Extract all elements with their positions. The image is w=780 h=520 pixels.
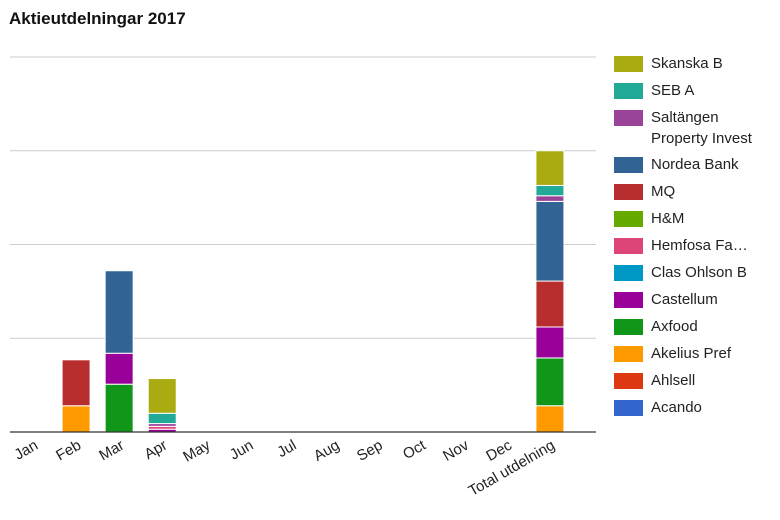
legend-item[interactable]: H&M — [614, 210, 773, 229]
legend-label: Axfood — [651, 318, 698, 335]
legend-label: Hemfosa Fa… — [651, 237, 748, 254]
chart-title: Aktieutdelningar 2017 — [9, 9, 186, 28]
bar-segment[interactable] — [535, 405, 565, 433]
bar-segment[interactable] — [535, 200, 565, 282]
bar-segment[interactable] — [535, 280, 565, 328]
x-tick-label: Sep — [354, 437, 386, 465]
legend-label: Saltängen Property Invest — [651, 109, 752, 147]
legend-item[interactable]: Skanska B — [614, 55, 773, 74]
legend-label: Acando — [651, 399, 702, 416]
legend-label: Clas Ohlson B — [651, 264, 747, 281]
legend-item[interactable]: Saltängen Property Invest — [614, 109, 773, 149]
legend-label: Akelius Pref — [651, 345, 732, 362]
bar-segment[interactable] — [147, 378, 177, 414]
legend-label: H&M — [651, 210, 685, 227]
legend-label: SEB A — [651, 82, 695, 99]
x-tick-labels: Jan Feb Mar Apr May Jun Jul Aug Sep Oct Nov DecTota… — [12, 436, 558, 500]
legend-item[interactable]: Hemfosa Fa… — [614, 237, 773, 256]
x-tick-label: Mar — [96, 437, 127, 465]
bar-segment[interactable] — [535, 184, 565, 197]
legend-item[interactable]: MQ — [614, 183, 773, 202]
legend-item[interactable]: Acando — [614, 399, 773, 418]
legend-swatch — [614, 184, 643, 200]
x-tick-label: Jun — [227, 437, 256, 464]
bar-segment[interactable] — [61, 359, 91, 407]
legend-swatch — [614, 346, 643, 362]
x-tick-label: Nov — [440, 436, 472, 464]
bar-segment[interactable] — [535, 195, 565, 202]
legend-swatch — [614, 83, 643, 99]
legend-item[interactable]: Ahlsell — [614, 372, 773, 391]
legend-item[interactable]: Castellum — [614, 291, 773, 310]
bar-segment[interactable] — [535, 357, 565, 407]
legend-swatch — [614, 265, 643, 281]
gridlines — [10, 56, 596, 339]
legend-label: Ahlsell — [651, 372, 696, 389]
legend-swatch — [614, 292, 643, 308]
legend-label: MQ — [651, 183, 676, 200]
legend-label: Castellum — [651, 291, 718, 308]
legend-item[interactable]: Akelius Pref — [614, 345, 773, 364]
x-tick-label: May — [180, 436, 213, 465]
x-tick-label: Oct — [400, 436, 429, 463]
bar-segment[interactable] — [61, 405, 91, 433]
legend-swatch — [614, 211, 643, 227]
x-tick-label: Aug — [311, 437, 343, 465]
legend-label: Skanska B — [651, 55, 723, 72]
bar-segment[interactable] — [535, 326, 565, 359]
legend-swatch — [614, 110, 643, 126]
bar-segment[interactable] — [104, 270, 134, 354]
legend-swatch — [614, 373, 643, 389]
bar-segment[interactable] — [147, 412, 177, 425]
legend-swatch — [614, 238, 643, 254]
x-tick-label: Feb — [53, 437, 84, 465]
legend-swatch — [614, 157, 643, 173]
legend-label: Nordea Bank — [651, 156, 739, 173]
bar-segment[interactable] — [535, 150, 565, 186]
legend-item[interactable]: Clas Ohlson B — [614, 264, 773, 283]
x-tick-label: Apr — [142, 437, 171, 463]
legend-item[interactable]: Nordea Bank — [614, 156, 773, 175]
x-tick-label: Jul — [274, 437, 299, 461]
legend-item[interactable]: SEB A — [614, 82, 773, 101]
legend-swatch — [614, 56, 643, 72]
bar-segment[interactable] — [104, 383, 134, 433]
legend-item[interactable]: Axfood — [614, 318, 773, 337]
legend-swatch — [614, 319, 643, 335]
legend-swatch — [614, 400, 643, 416]
bars — [61, 150, 565, 433]
x-tick-label: Jan — [12, 437, 41, 464]
bar-segment[interactable] — [104, 352, 134, 385]
